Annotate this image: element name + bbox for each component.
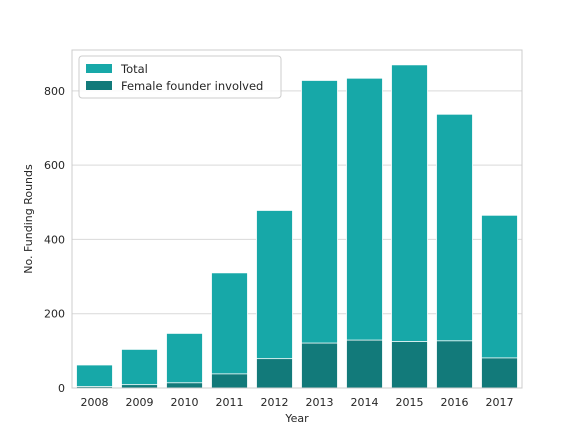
bar-female-founder — [436, 340, 473, 389]
bar-total — [211, 272, 248, 389]
y-tick-label: 400 — [44, 233, 65, 246]
y-axis-label: No. Funding Rounds — [22, 164, 35, 274]
y-tick-label: 0 — [58, 382, 65, 395]
plot-frame — [71, 49, 523, 389]
legend-label-total: Total — [120, 62, 148, 76]
legend-label-female-founder: Female founder involved — [121, 79, 263, 93]
x-tick-label: 2015 — [396, 396, 424, 409]
x-tick-label: 2011 — [216, 396, 244, 409]
bar-female-founder — [121, 384, 158, 389]
y-tick-label: 200 — [44, 308, 65, 321]
x-axis-ticks: 2008 2009 2010 2011 2012 2013 2014 2015 2016 2017 — [81, 396, 514, 409]
bar-total — [301, 80, 338, 389]
x-tick-label: 2017 — [486, 396, 514, 409]
x-tick-label: 2009 — [126, 396, 154, 409]
legend-swatch-female-founder — [86, 81, 112, 90]
legend-swatch-total — [86, 64, 112, 73]
x-tick-label: 2008 — [81, 396, 109, 409]
bar-total — [166, 332, 203, 389]
bar-total — [76, 364, 113, 389]
total-bars — [76, 64, 518, 389]
legend: Total Female founder involved — [78, 55, 282, 99]
bar-total — [391, 64, 428, 389]
bar-female-founder — [301, 342, 338, 389]
y-tick-label: 800 — [44, 85, 65, 98]
x-tick-label: 2014 — [351, 396, 379, 409]
x-tick-label: 2010 — [171, 396, 199, 409]
x-tick-label: 2012 — [261, 396, 289, 409]
bar-female-founder — [211, 373, 248, 389]
bar-female-founder — [481, 357, 518, 389]
bar-female-founder — [256, 358, 293, 389]
x-axis-label: Year — [284, 412, 309, 425]
x-tick-label: 2013 — [306, 396, 334, 409]
y-axis-ticks: 0 200 400 600 800 — [44, 85, 65, 395]
x-tick-label: 2016 — [441, 396, 469, 409]
legend-box — [78, 55, 282, 99]
bar-female-founder — [346, 339, 383, 389]
bar-female-founder — [166, 382, 203, 389]
y-tick-label: 600 — [44, 159, 65, 172]
bar-total — [121, 348, 158, 389]
bar-female-founder — [391, 341, 428, 389]
